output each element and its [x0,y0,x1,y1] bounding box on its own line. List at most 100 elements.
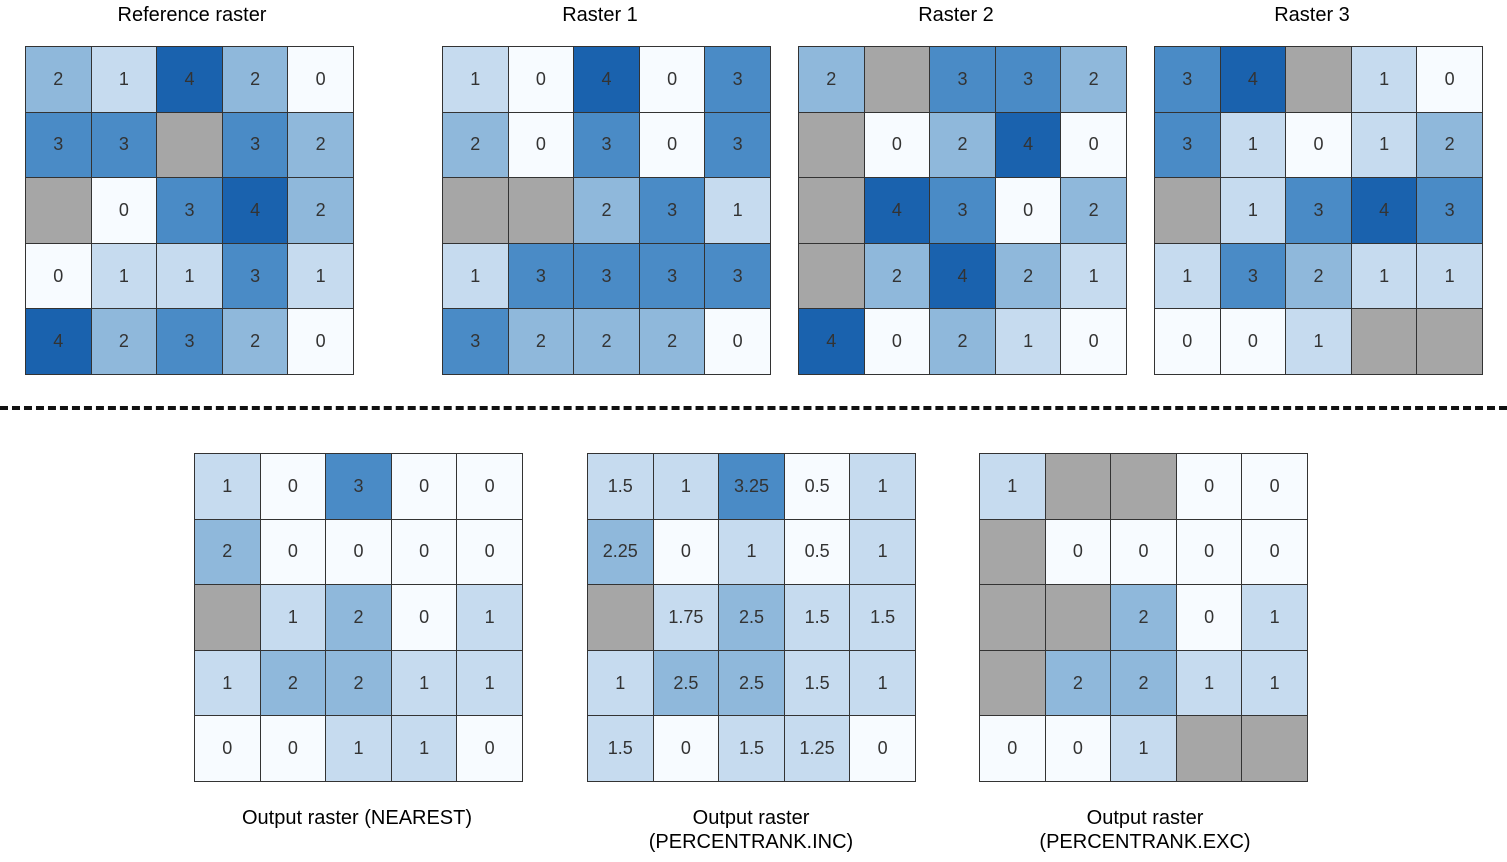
raster-cell: 0 [980,716,1045,781]
raster-cell: 0 [508,112,574,178]
nodata-cell [1155,178,1220,243]
raster-cell: 1 [850,454,915,519]
raster-cell: 3 [157,309,222,374]
raster-cell: 1 [719,519,784,585]
raster-cell: 1.5 [719,716,784,781]
raster-cell: 2.5 [653,650,719,716]
raster-cell: 0 [391,519,457,585]
raster-cell: 0 [850,716,915,781]
raster-cell: 3 [443,309,508,374]
raster-cell: 3 [157,178,222,243]
nodata-cell [195,585,260,650]
raster-cell: 0.5 [784,519,850,585]
raster-cell: 3 [639,178,705,243]
raster-cell: 2 [799,47,864,112]
raster-cell: 3 [705,243,770,309]
raster-cell: 0 [1220,309,1286,374]
raster-cell: 0 [1242,519,1307,585]
raster-cell: 2 [1061,178,1126,243]
raster-cell: 3 [639,243,705,309]
raster-cell: 2 [1111,650,1176,716]
raster-cell: 4 [574,47,639,112]
raster-cell: 2 [995,243,1061,309]
output-raster-percentrank-inc-caption: Output raster (PERCENTRANK.INC) [551,806,951,854]
raster-cell: 2 [639,309,705,374]
raster-cell: 0 [1286,112,1351,178]
raster-cell: 0 [705,309,770,374]
raster-cell: 3 [574,112,639,178]
raster-cell: 3 [995,47,1061,112]
caption-line: (PERCENTRANK.EXC) [1039,831,1251,853]
raster-cell: 0 [457,454,522,519]
nodata-cell [588,585,653,650]
raster-cell: 1 [457,650,522,716]
raster-cell: 1 [850,519,915,585]
raster-cell: 0 [91,178,157,243]
raster-cell: 1 [91,243,157,309]
raster-cell: 2 [574,178,639,243]
raster-cell: 3 [705,47,770,112]
raster-cell: 1 [1242,585,1307,650]
nodata-cell [1242,716,1307,781]
nodata-cell [1111,454,1176,519]
raster-cell: 0 [1111,519,1176,585]
raster-cell: 1.5 [588,716,653,781]
raster-cell: 0 [508,47,574,112]
raster-cell: 0 [1176,454,1242,519]
raster-cell: 0 [1242,454,1307,519]
raster-cell: 2 [326,585,391,650]
raster-cell: 2 [443,112,508,178]
raster-cell: 0 [653,519,719,585]
raster-cell: 2 [288,112,353,178]
nodata-cell [1045,585,1111,650]
raster-cell: 1 [850,650,915,716]
raster-cell: 1 [443,47,508,112]
nodata-cell [443,178,508,243]
raster-cell: 1 [326,716,391,781]
nodata-cell [26,178,91,243]
raster-cell: 2 [1045,650,1111,716]
raster-cell: 1 [195,454,260,519]
nodata-cell [1417,309,1482,374]
raster-cell: 0 [288,47,353,112]
raster-cell: 1 [157,243,222,309]
raster-cell: 1 [980,454,1045,519]
raster-cell: 2.25 [588,519,653,585]
raster-cell: 1 [288,243,353,309]
raster-cell: 1 [1220,178,1286,243]
raster-cell: 2 [222,309,288,374]
raster-cell: 1 [1417,243,1482,309]
raster-cell: 2 [1111,585,1176,650]
nodata-cell [1045,454,1111,519]
raster-cell: 1.75 [653,585,719,650]
nodata-cell [157,112,222,178]
caption-line: (PERCENTRANK.INC) [648,831,854,853]
raster-cell: 0 [260,716,326,781]
nodata-cell [980,585,1045,650]
raster-cell: 1 [195,650,260,716]
raster-cell: 0 [653,716,719,781]
raster-cell: 3 [508,243,574,309]
raster-cell: 3 [1417,178,1482,243]
caption-line: Output raster [692,807,810,829]
raster-cell: 1.25 [784,716,850,781]
nodata-cell [980,650,1045,716]
raster-cell: 1 [1351,243,1417,309]
raster-cell: 3 [1155,112,1220,178]
raster-cell: 1.5 [850,585,915,650]
raster-cell: 2 [864,243,930,309]
nodata-cell [508,178,574,243]
raster-cell: 0 [639,47,705,112]
nodata-cell [799,178,864,243]
raster-cell: 1 [995,309,1061,374]
raster-cell: 0 [1176,585,1242,650]
raster-cell: 2 [326,650,391,716]
raster-cell: 0 [1061,112,1126,178]
raster-cell: 0.5 [784,454,850,519]
raster-cell: 0 [457,519,522,585]
raster-cell: 2 [1061,47,1126,112]
